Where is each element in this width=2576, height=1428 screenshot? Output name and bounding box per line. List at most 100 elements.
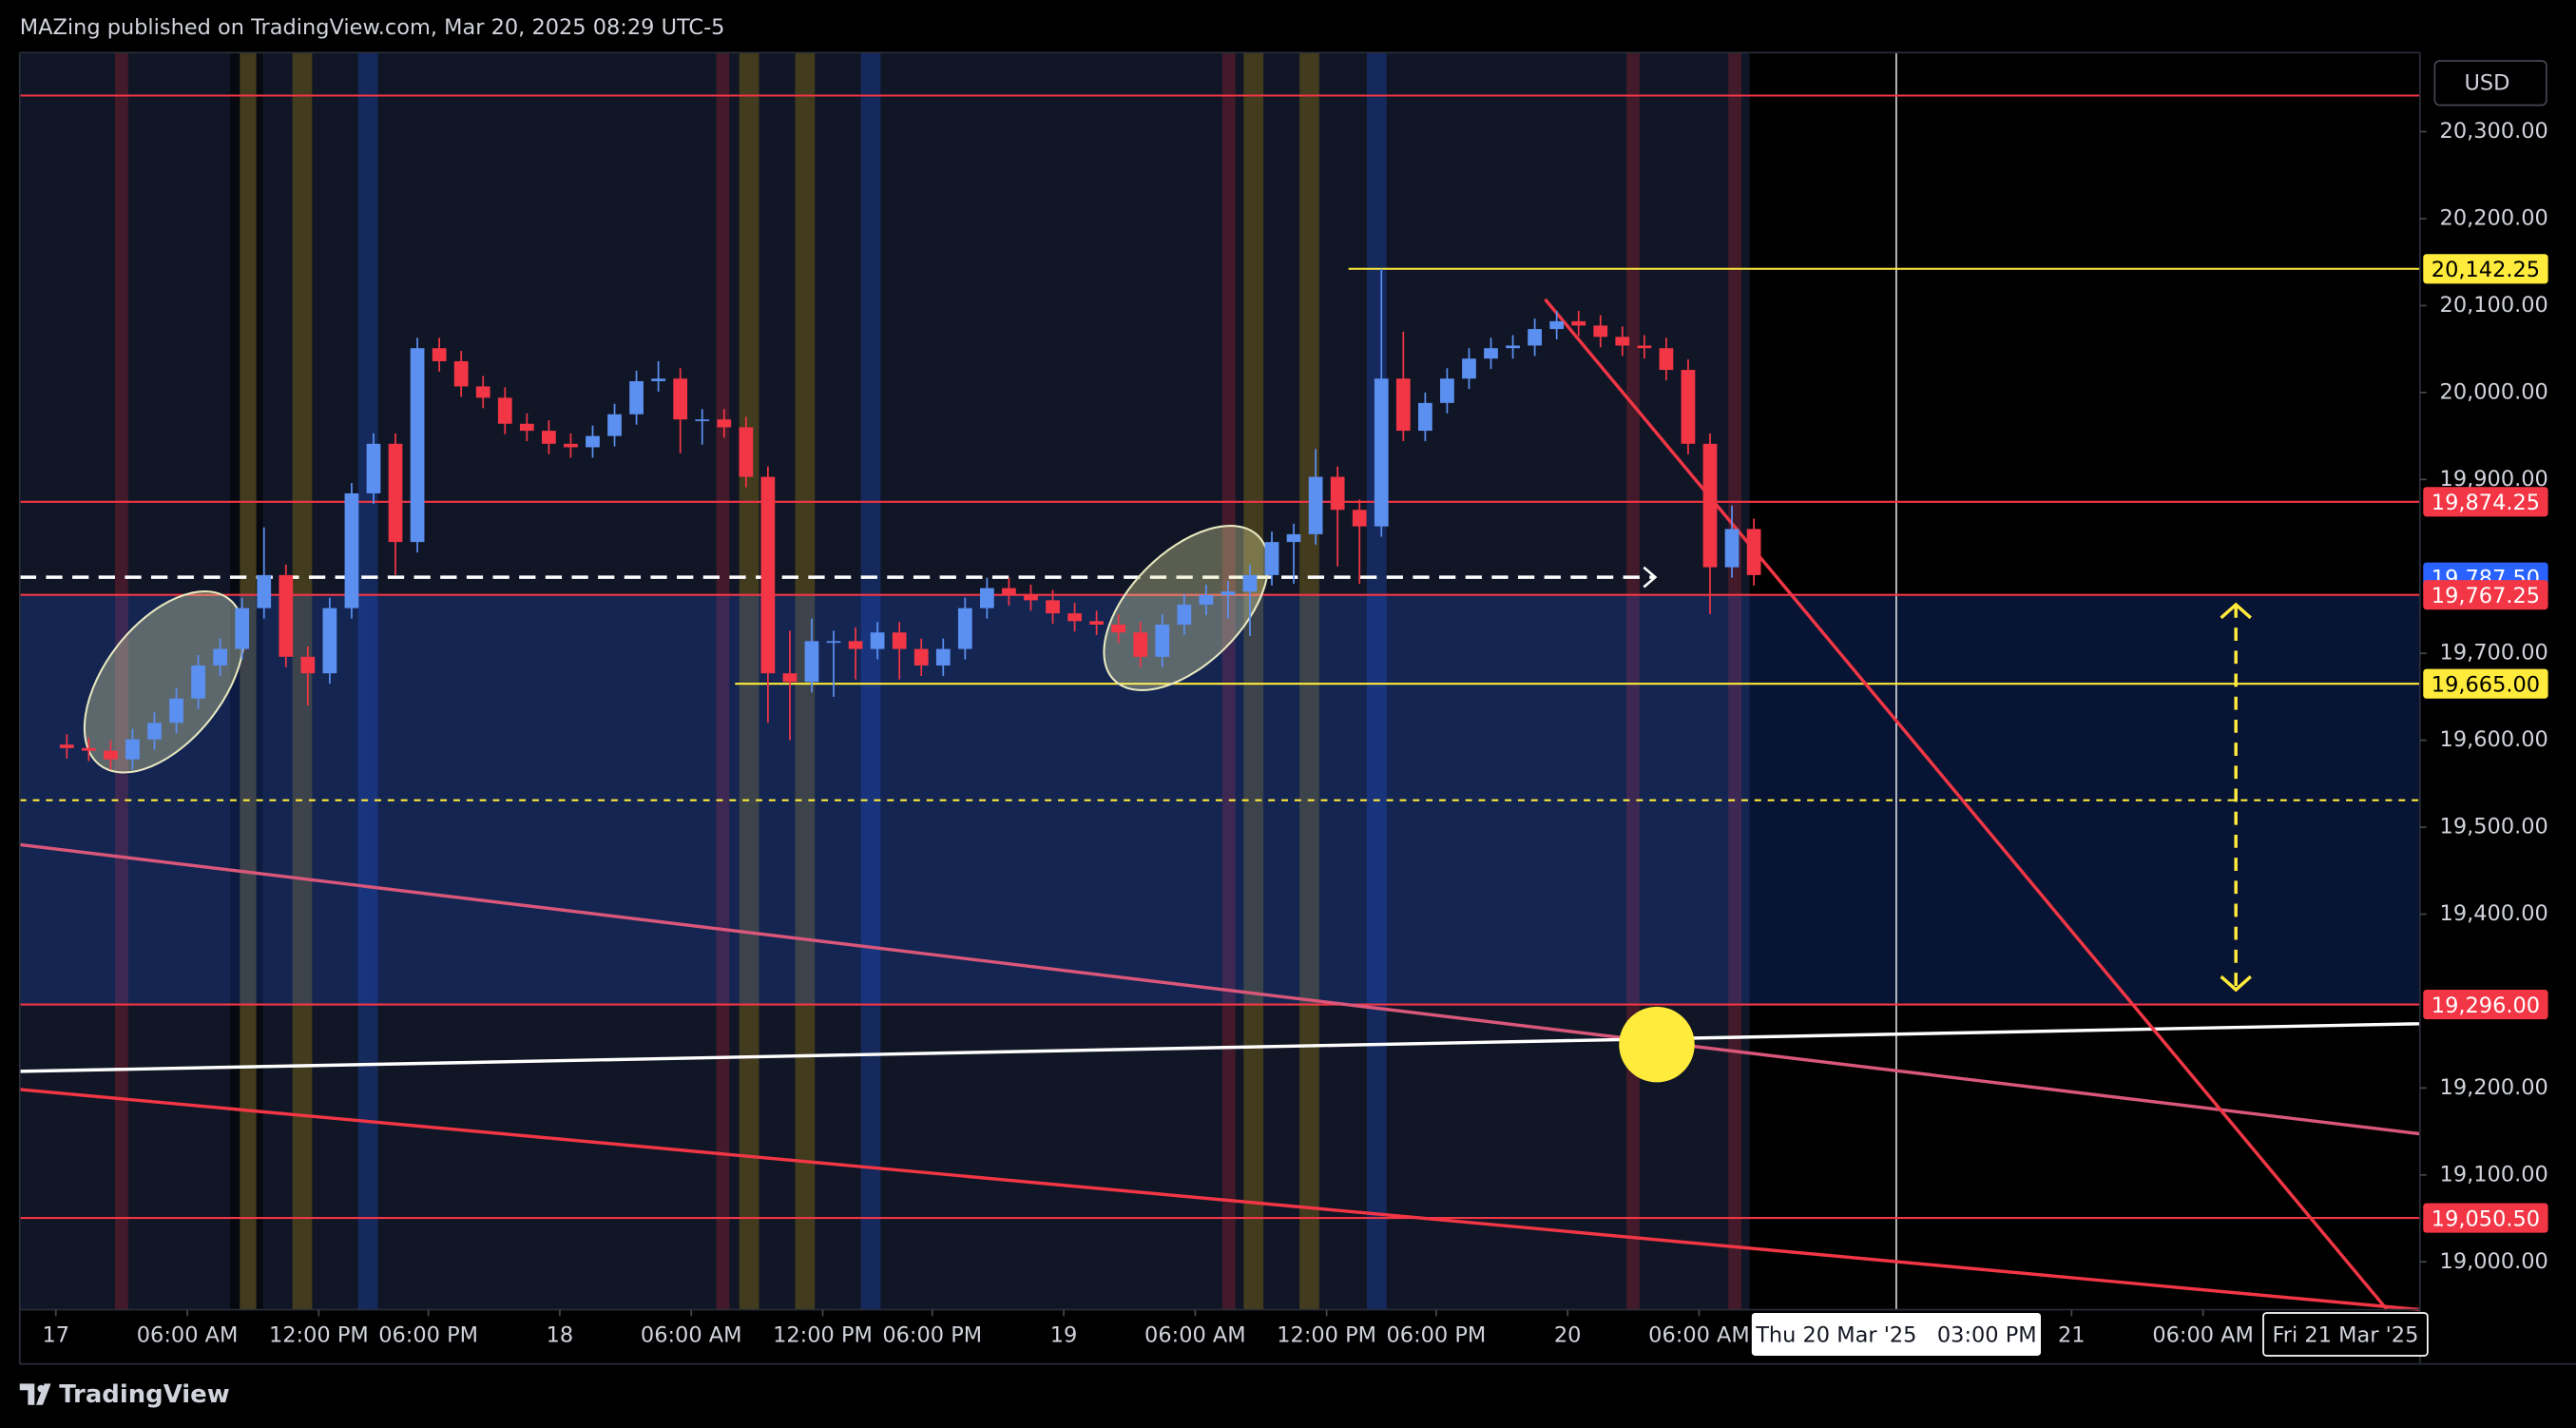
stripe [716, 52, 730, 1310]
candle-body [1724, 529, 1740, 568]
price-label: 19,050.50 [2432, 1206, 2540, 1231]
x-tick-label: 17 [42, 1323, 69, 1348]
candle-body [957, 608, 972, 649]
candle-body [59, 744, 74, 748]
candle-body [1659, 348, 1674, 371]
candle-body [344, 492, 359, 608]
candle-body [542, 431, 556, 444]
candle-body [870, 632, 885, 649]
brand-logo [19, 1383, 51, 1405]
candle-body [607, 414, 622, 436]
trend-line [19, 1088, 2420, 1312]
candle-body [1133, 632, 1148, 657]
price-label-box [2423, 487, 2548, 517]
x-tick-label: 18 [547, 1323, 574, 1348]
candle-body [629, 380, 644, 415]
candle-body [191, 665, 205, 699]
candle-body [913, 648, 929, 666]
x-tick-label: 20 [1554, 1323, 1582, 1348]
candle-body [1440, 378, 1454, 403]
crosshair-label-box [1751, 1313, 2042, 1356]
stripe [1299, 52, 1319, 1310]
session-stripes [114, 52, 1742, 1310]
candle-body [1506, 345, 1520, 349]
logo-icon [37, 1384, 46, 1393]
candle-body [586, 435, 600, 448]
candle-body [717, 419, 732, 428]
candle-body [453, 360, 469, 387]
candle-body [782, 673, 798, 683]
candle-body [1264, 542, 1279, 575]
candle-body [892, 632, 907, 649]
candle-body [1615, 337, 1630, 346]
x-tick-label: 06:00 AM [641, 1323, 742, 1348]
x-tick-label: 06:00 PM [882, 1323, 982, 1348]
candle-body [388, 443, 403, 543]
x-tick-label: 06:00 AM [1144, 1323, 1246, 1348]
y-tick-label: 19,100.00 [2440, 1162, 2548, 1187]
candle-body [1330, 476, 1345, 511]
price-label-box [2423, 1203, 2548, 1233]
price-label-box [2423, 668, 2548, 699]
price-label: 19,767.25 [2432, 584, 2540, 608]
y-tick-label: 20,000.00 [2440, 379, 2548, 404]
candle-body [213, 648, 228, 666]
candle-body [1746, 529, 1761, 575]
x-tick-label: 06:00 AM [2152, 1323, 2254, 1348]
candle-body [651, 378, 666, 381]
candle-body [300, 656, 316, 674]
candle-body [935, 648, 951, 666]
end-label: Fri 21 Mar '25 [2273, 1323, 2419, 1348]
candle-body [1199, 594, 1214, 605]
candle-body [1395, 378, 1411, 432]
x-tick-label: 21 [2058, 1323, 2086, 1348]
end-label-box [2262, 1312, 2429, 1357]
candle-body [519, 423, 534, 432]
line-arrowhead [1643, 566, 1658, 589]
trend-line [19, 1022, 2420, 1073]
stripe [860, 52, 881, 1310]
candle-body [475, 386, 490, 398]
brand: TradingView [59, 1380, 230, 1409]
currency-box[interactable] [2433, 60, 2547, 106]
candle-body [673, 378, 688, 420]
candle-body [1308, 476, 1323, 534]
candle-body [848, 641, 863, 649]
trend-line [19, 842, 2421, 1136]
y-tick-label: 20,100.00 [2440, 293, 2548, 318]
candle-body [804, 641, 819, 683]
candle-body [169, 698, 183, 724]
marker-dot [1619, 1006, 1695, 1083]
price-label-box [2423, 990, 2548, 1020]
x-tick-label: 06:00 AM [137, 1323, 239, 1348]
stripe [240, 52, 257, 1310]
candle-body [1681, 370, 1696, 444]
stripe [739, 52, 759, 1310]
candle-body [739, 427, 754, 477]
x-tick-label: 12:00 PM [773, 1323, 873, 1348]
candle-body [322, 608, 337, 674]
candle-body [1046, 600, 1060, 614]
y-tick-label: 19,600.00 [2440, 727, 2548, 752]
candle-body [1155, 624, 1170, 657]
price-label: 19,874.25 [2432, 491, 2540, 515]
candle-body [1528, 329, 1542, 346]
candle-body [1549, 320, 1565, 330]
candle-body [1352, 510, 1367, 527]
x-tick-label: 12:00 PM [269, 1323, 369, 1348]
candle-body [1593, 325, 1608, 338]
crosshair-label: Thu 20 Mar '25 03:00 PM [1755, 1323, 2036, 1348]
currency[interactable]: USD [2464, 71, 2509, 96]
highlight-ellipse [83, 590, 245, 774]
candle-body [1067, 613, 1082, 622]
trend-line [1544, 298, 2389, 1311]
stripe [1728, 52, 1742, 1310]
candle-body [979, 588, 994, 608]
price-label: 20,142.25 [2432, 258, 2540, 282]
x-tick-label: 19 [1050, 1323, 1078, 1348]
candle-body [125, 739, 140, 760]
candle-body [81, 747, 96, 751]
stripe [357, 52, 378, 1310]
y-tick-label: 19,200.00 [2440, 1075, 2548, 1100]
